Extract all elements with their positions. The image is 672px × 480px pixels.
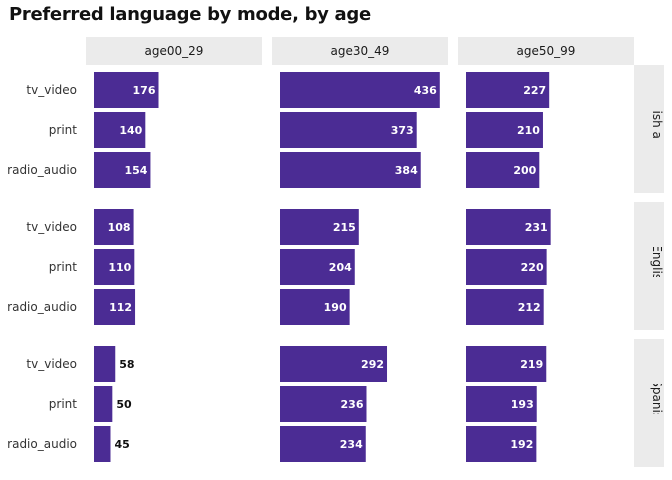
data-label: 110 (108, 261, 131, 274)
bar (94, 426, 111, 462)
bar (280, 426, 366, 462)
bar (94, 112, 146, 148)
chart-title: Preferred language by mode, by age (9, 4, 371, 25)
row-strip (634, 202, 664, 330)
bar (280, 152, 421, 188)
category-label: print (49, 123, 77, 137)
data-label: 227 (523, 84, 546, 97)
data-label: 210 (517, 124, 540, 137)
bar (94, 346, 116, 382)
bar (466, 249, 547, 285)
row-strip-label: Spanish (650, 379, 664, 426)
data-label: 215 (333, 221, 356, 234)
data-label: 45 (114, 438, 129, 451)
category-label: print (49, 260, 77, 274)
data-label: 108 (108, 221, 131, 234)
row-strip (634, 339, 664, 467)
bar (466, 346, 547, 382)
category-label: radio_audio (7, 437, 77, 451)
data-label: 190 (324, 301, 347, 314)
bar (466, 209, 551, 245)
data-label: 204 (329, 261, 352, 274)
category-label: print (49, 397, 77, 411)
bar (466, 72, 550, 108)
data-label: 234 (340, 438, 363, 451)
bar (94, 152, 151, 188)
bar (94, 72, 159, 108)
bar (94, 386, 113, 422)
bar (94, 289, 136, 325)
category-label: radio_audio (7, 300, 77, 314)
column-strip-label: age00_29 (145, 44, 204, 58)
bar (466, 112, 543, 148)
data-label: 112 (109, 301, 132, 314)
bar (280, 72, 440, 108)
bar (280, 209, 359, 245)
category-label: tv_video (26, 83, 77, 97)
bar (280, 249, 355, 285)
row-strip (634, 65, 664, 193)
bar (280, 112, 417, 148)
data-label: 231 (525, 221, 548, 234)
bar (280, 289, 350, 325)
data-label: 154 (124, 164, 147, 177)
column-strip-label: age30_49 (331, 44, 390, 58)
data-label: 373 (391, 124, 414, 137)
bar (466, 426, 537, 462)
data-label: 176 (133, 84, 156, 97)
bar (94, 249, 135, 285)
bar (466, 152, 540, 188)
row-strip-label: Both English and Spanish (650, 53, 664, 206)
data-label: 219 (520, 358, 543, 371)
bar (466, 386, 537, 422)
bar (94, 209, 134, 245)
bar (466, 289, 544, 325)
data-label: 200 (513, 164, 536, 177)
column-strip-age50_99 (458, 37, 634, 65)
data-label: 384 (395, 164, 418, 177)
category-label: radio_audio (7, 163, 77, 177)
data-label: 140 (119, 124, 142, 137)
column-strip-age00_29 (86, 37, 262, 65)
data-label: 292 (361, 358, 384, 371)
data-label: 192 (510, 438, 533, 451)
data-label: 236 (341, 398, 364, 411)
data-label: 193 (511, 398, 534, 411)
column-strip-age30_49 (272, 37, 448, 65)
data-label: 50 (116, 398, 132, 411)
row-strip-label: English (650, 244, 664, 287)
category-label: tv_video (26, 357, 77, 371)
column-strip-label: age50_99 (517, 44, 576, 58)
data-label: 58 (119, 358, 134, 371)
category-label: tv_video (26, 220, 77, 234)
data-label: 220 (521, 261, 544, 274)
data-label: 436 (414, 84, 437, 97)
bar (280, 346, 388, 382)
data-label: 212 (518, 301, 541, 314)
bar (280, 386, 367, 422)
